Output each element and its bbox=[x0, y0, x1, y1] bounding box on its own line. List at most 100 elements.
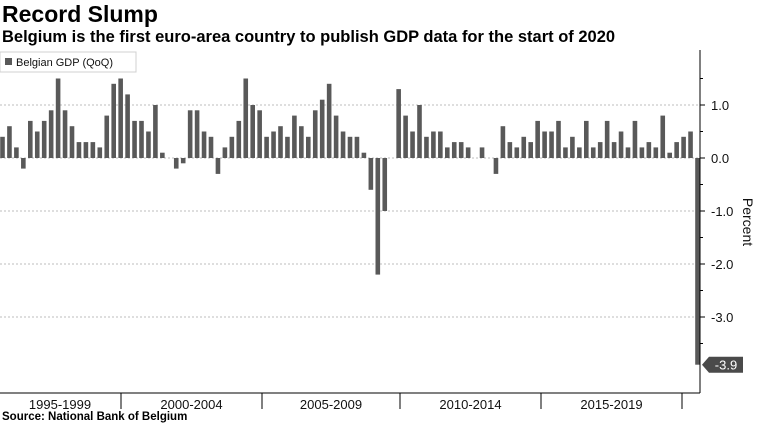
chart-subtitle: Belgium is the first euro-area country t… bbox=[2, 28, 616, 46]
bar bbox=[83, 142, 89, 158]
bar bbox=[97, 147, 103, 158]
bar bbox=[180, 158, 186, 164]
x-tick-label: 1995-1999 bbox=[29, 397, 91, 412]
bar bbox=[514, 147, 520, 158]
x-tick-label: 2005-2009 bbox=[300, 397, 362, 412]
bar bbox=[7, 126, 12, 158]
bar bbox=[584, 120, 589, 158]
bar bbox=[465, 147, 471, 158]
bar bbox=[695, 158, 700, 365]
bar bbox=[660, 115, 666, 158]
legend-box bbox=[0, 51, 137, 73]
bar bbox=[326, 83, 332, 158]
bar bbox=[410, 131, 415, 158]
bar bbox=[111, 83, 116, 158]
bar bbox=[139, 120, 144, 158]
bar bbox=[264, 136, 269, 158]
bar bbox=[271, 131, 276, 158]
bar bbox=[674, 142, 679, 158]
bar bbox=[340, 131, 346, 158]
last-value-callout bbox=[702, 356, 743, 373]
bar bbox=[535, 120, 540, 158]
legend: Belgian GDP (QoQ) bbox=[0, 51, 137, 73]
y-tick-label: -3.0 bbox=[711, 310, 733, 325]
bar bbox=[257, 110, 262, 158]
bar bbox=[688, 131, 693, 158]
bar bbox=[76, 142, 82, 158]
y-axis-label: Percent bbox=[740, 197, 756, 247]
bar bbox=[243, 78, 249, 158]
bar bbox=[333, 115, 339, 158]
bar bbox=[118, 78, 123, 158]
y-tick-label: -2.0 bbox=[711, 257, 733, 272]
bar bbox=[431, 131, 436, 158]
bar bbox=[618, 131, 624, 158]
bar bbox=[236, 120, 242, 158]
bar bbox=[653, 147, 659, 158]
bar bbox=[153, 105, 158, 158]
bar bbox=[160, 152, 165, 158]
bar bbox=[125, 94, 130, 158]
bar bbox=[347, 136, 353, 158]
bar bbox=[549, 131, 554, 158]
bar bbox=[278, 126, 283, 158]
bar bbox=[306, 136, 311, 158]
bar bbox=[48, 110, 54, 158]
bar bbox=[208, 136, 214, 158]
x-tick-label: 2000-2004 bbox=[160, 397, 222, 412]
last-value-label: -3.9 bbox=[715, 358, 737, 373]
bar bbox=[41, 120, 47, 158]
bar bbox=[403, 115, 408, 158]
bar bbox=[396, 89, 401, 158]
bar bbox=[563, 147, 568, 158]
bar bbox=[229, 136, 235, 158]
bar bbox=[361, 152, 367, 158]
bar bbox=[21, 158, 26, 169]
bar bbox=[667, 152, 672, 158]
bar bbox=[500, 126, 506, 158]
axes: 1.0 0.0 -1.0 -2.0 -3.0 1995-1999 2000-2004 2005… bbox=[0, 50, 743, 412]
bar bbox=[424, 136, 429, 158]
bar bbox=[319, 99, 325, 158]
bar bbox=[438, 131, 443, 158]
bar bbox=[521, 136, 527, 158]
bar bbox=[146, 131, 151, 158]
bar bbox=[222, 147, 228, 158]
bar bbox=[312, 110, 318, 158]
bar bbox=[187, 110, 193, 158]
bar bbox=[445, 147, 450, 158]
source-note: Source: National Bank of Belgium bbox=[2, 411, 188, 423]
bar bbox=[132, 120, 137, 158]
bar bbox=[299, 126, 304, 158]
bar bbox=[292, 115, 297, 158]
bar bbox=[62, 110, 68, 158]
bar bbox=[479, 147, 485, 158]
bar bbox=[90, 142, 96, 158]
bar bbox=[625, 147, 631, 158]
bar bbox=[590, 147, 596, 158]
bar bbox=[597, 142, 603, 158]
bar bbox=[646, 142, 652, 158]
bar bbox=[639, 147, 645, 158]
bar bbox=[458, 142, 464, 158]
bar bbox=[250, 105, 255, 158]
bar bbox=[69, 126, 75, 158]
y-tick-label: -1.0 bbox=[711, 204, 733, 219]
x-tick-label: 2010-2014 bbox=[439, 397, 501, 412]
chart-title: Record Slump bbox=[2, 1, 158, 27]
bar bbox=[556, 120, 561, 158]
bar bbox=[104, 115, 110, 158]
y-tick-label: 0.0 bbox=[711, 151, 729, 166]
bar bbox=[417, 105, 422, 158]
y-tick-label: 1.0 bbox=[711, 98, 729, 113]
bar bbox=[34, 131, 40, 158]
bar bbox=[611, 142, 617, 158]
bar bbox=[681, 136, 686, 158]
bar bbox=[382, 158, 388, 211]
bar bbox=[368, 158, 374, 190]
bar bbox=[0, 136, 5, 158]
bar bbox=[507, 142, 513, 158]
bar bbox=[451, 142, 457, 158]
bar bbox=[493, 158, 499, 174]
